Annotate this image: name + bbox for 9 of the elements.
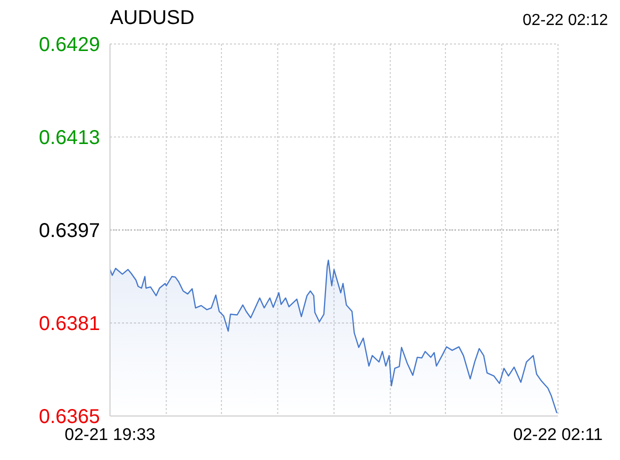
y-tick-label: 0.6365 [38,406,100,428]
y-tick-label: 0.6429 [38,34,100,56]
chart-title: AUDUSD [110,7,194,30]
x-tick-label: 02-21 19:33 [64,425,156,444]
y-tick-label: 0.6397 [38,220,100,242]
y-tick-label: 0.6381 [38,313,100,335]
x-tick-label: 02-22 02:11 [513,425,603,444]
y-tick-label: 0.6413 [38,127,100,149]
text: 02-22 02:12 [522,12,608,30]
